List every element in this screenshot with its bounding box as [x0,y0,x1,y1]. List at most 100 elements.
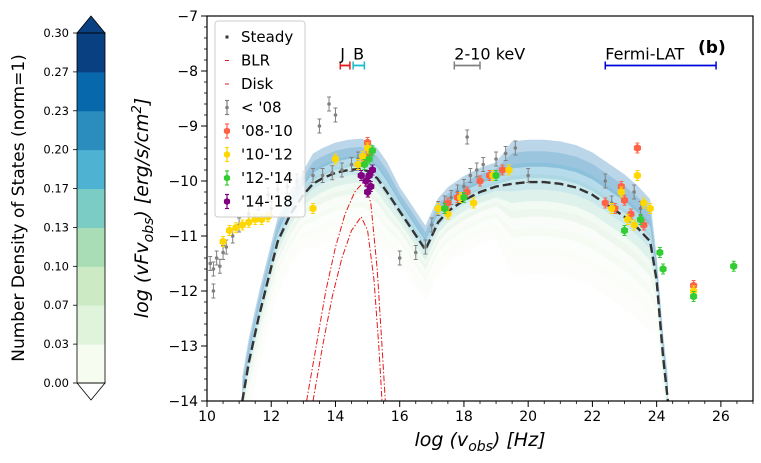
point-08-10 [633,142,641,154]
point-14-18 [357,170,365,181]
colorbar-tick-label: 0.10 [43,259,69,273]
legend-entry-08-10: '08-'10 [223,122,293,140]
point-10-12 [617,186,625,198]
point-10-12 [640,197,648,209]
model-state-band [248,215,664,401]
legend-label: '10-'12 [241,146,293,164]
panel-label: (b) [698,38,726,58]
point-08 [468,168,473,183]
colorbar-segment [77,149,105,190]
point-08 [632,184,637,200]
colorbar-extend-top [76,15,106,34]
colorbar: 0.00 0.03 0.07 0.10 0.13 0.17 0.20 0.23 0.27 0.30 [43,15,106,401]
legend-entry-12-14: '12-'14 [223,169,293,187]
point-08 [327,96,332,112]
point-12-14 [690,291,698,302]
point-14-18 [368,164,376,176]
y-tick-label: −14 [168,394,198,410]
model-state-band [242,138,668,393]
point-10-12 [505,164,513,176]
legend-label: BLR [241,52,270,70]
point-08-10 [601,197,609,209]
y-tick-label: −11 [168,229,198,245]
colorbar-tick-label: 0.23 [43,104,69,118]
blr-model-curve [306,179,386,401]
point-12-14 [368,145,376,157]
legend-box [214,20,306,218]
point-08-10 [620,194,629,206]
energy-bands: J B 2-10 keV Fermi-LAT [339,45,717,70]
band-label: J [339,45,345,64]
model-state-band [242,163,668,401]
band-label: 2-10 keV [454,45,525,64]
legend-entry-steady: Steady [225,28,293,46]
point-10-12 [232,222,240,234]
x-tick-label: 24 [648,409,666,425]
legend-entry-disk: Disk [225,75,274,93]
point-08 [349,157,354,172]
point-14-18 [364,186,372,198]
colorbar-tick-label: 0.20 [43,143,69,157]
point-08 [465,129,470,145]
point-12-14 [620,225,629,236]
legend-label: < '08 [241,99,282,117]
point-12-14 [656,247,664,258]
observation-points [208,96,738,302]
axes: 10 12 14 16 18 20 22 24 26 −14 −13 −12 −11 −10 −9 −8 −7 [168,9,754,425]
point-12-14 [365,153,373,165]
colorbar-tick-label: 0.13 [43,220,69,234]
y-tick-label: −10 [168,174,198,190]
point-08 [221,245,226,260]
legend: Steady BLR Disk < '08 '08-'10 '10-'12 '12-'14 '… [214,20,306,218]
band-j: J [339,45,351,70]
point-08-10 [476,175,484,187]
legend-label: '14-'18 [241,193,293,211]
point-10-12 [359,150,367,162]
band-label: Fermi-LAT [605,45,684,64]
y-tick-label: −9 [177,119,198,135]
point-12-14 [441,203,449,214]
x-tick-label: 26 [712,409,730,425]
point-08 [526,168,531,183]
colorbar-segment [77,305,105,345]
point-12-14 [460,192,468,203]
colorbar-segment [77,110,105,151]
colorbar-segment [77,344,105,384]
point-08 [429,217,434,233]
point-08 [208,256,213,271]
y-tick-label: −13 [168,339,198,355]
x-tick-label: 22 [583,409,601,425]
point-10-12 [309,203,317,214]
colorbar-segment [77,266,105,306]
colorbar-tick-label: 0.17 [43,182,69,196]
band-2-10-kev: 2-10 keV [453,45,525,70]
point-08 [330,165,335,181]
point-08 [211,261,216,277]
point-12-14 [730,260,738,272]
point-08 [217,258,222,274]
point-12-14 [637,214,645,225]
colorbar-tick-label: 0.03 [43,337,69,351]
x-tick-label: 16 [391,409,409,425]
point-12-14 [492,170,500,181]
colorbar-tick-label: 0.27 [43,65,69,79]
point-08 [317,118,322,134]
model-state-band [246,201,666,401]
x-tick-label: 12 [262,409,280,425]
point-08 [474,162,479,178]
point-12-14 [659,263,667,275]
point-08 [494,151,499,167]
colorbar-segment [77,227,105,267]
colorbar-tick-label: 0.00 [43,376,69,390]
band-label: B [353,45,364,64]
model-state-band [244,188,667,401]
point-10-12 [331,153,340,165]
point-10-12 [608,203,616,214]
point-10-12 [646,203,654,214]
point-08 [310,168,315,183]
point-12-14 [360,159,368,170]
legend-label: '12-'14 [241,169,293,187]
point-08 [397,250,402,266]
